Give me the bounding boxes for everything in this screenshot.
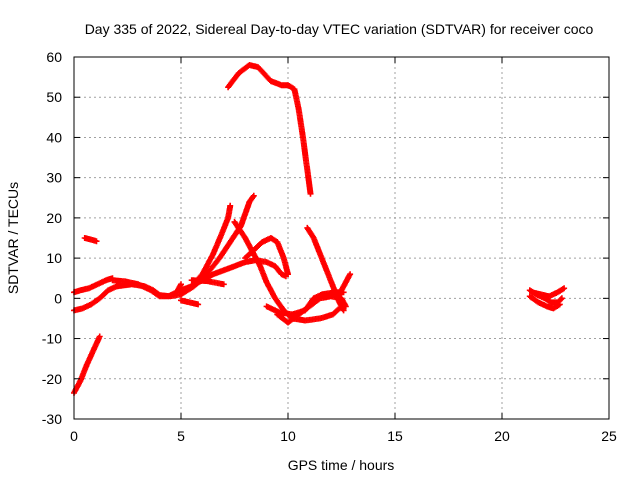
y-tick-label: 20 (46, 210, 62, 226)
x-tick-label: 10 (280, 428, 296, 444)
y-tick-label: 10 (46, 250, 62, 266)
data-point (195, 301, 202, 308)
y-tick-label: 60 (46, 49, 62, 65)
data-point (347, 271, 354, 278)
plot-frame (73, 56, 610, 420)
x-tick-label: 25 (601, 428, 617, 444)
data-point (561, 285, 568, 292)
data-point (250, 192, 257, 199)
data-point (556, 301, 563, 308)
series-track-r (225, 62, 314, 197)
data-point (340, 307, 347, 314)
data-point (558, 295, 565, 302)
data-point (227, 202, 234, 209)
x-axis-label: GPS time / hours (288, 457, 395, 473)
series-track-f (109, 277, 184, 300)
y-tick-label: -10 (42, 331, 62, 347)
y-tick-label: 30 (46, 170, 62, 186)
data-point (96, 333, 103, 340)
series-track-i (178, 192, 257, 298)
data-point (220, 281, 227, 288)
series-track-o (334, 271, 354, 302)
y-tick-label: 50 (46, 89, 62, 105)
x-tick-label: 0 (70, 428, 78, 444)
x-tick-label: 5 (177, 428, 185, 444)
series-track-k (242, 235, 291, 278)
y-tick-label: 40 (46, 129, 62, 145)
y-tick-label: -30 (42, 411, 62, 427)
series-track-q (188, 277, 227, 288)
y-tick-label: 0 (54, 290, 62, 306)
chart-title: Day 335 of 2022, Sidereal Day-to-day VTE… (85, 21, 594, 37)
series-track-c (71, 275, 116, 296)
series-track-t (526, 293, 563, 312)
series-track-u (529, 285, 568, 300)
y-axis-label: SDTVAR / TECUs (5, 182, 21, 294)
series-track-b (81, 235, 100, 245)
data-point (285, 271, 291, 278)
y-tick-label: -20 (42, 371, 62, 387)
data-points (71, 62, 568, 396)
data-point (307, 190, 314, 197)
data-point (178, 281, 184, 288)
series-track-p (178, 297, 202, 308)
grid-lines (74, 57, 609, 419)
y-axis-ticks: -30 -20 -10 0 10 20 30 40 50 60 (42, 49, 609, 427)
x-tick-label: 15 (387, 428, 403, 444)
x-axis-ticks: 0 5 10 15 20 25 (70, 57, 617, 444)
x-tick-label: 20 (494, 428, 510, 444)
data-point (93, 238, 100, 245)
series-track-j (231, 218, 345, 324)
data-point (557, 296, 564, 303)
